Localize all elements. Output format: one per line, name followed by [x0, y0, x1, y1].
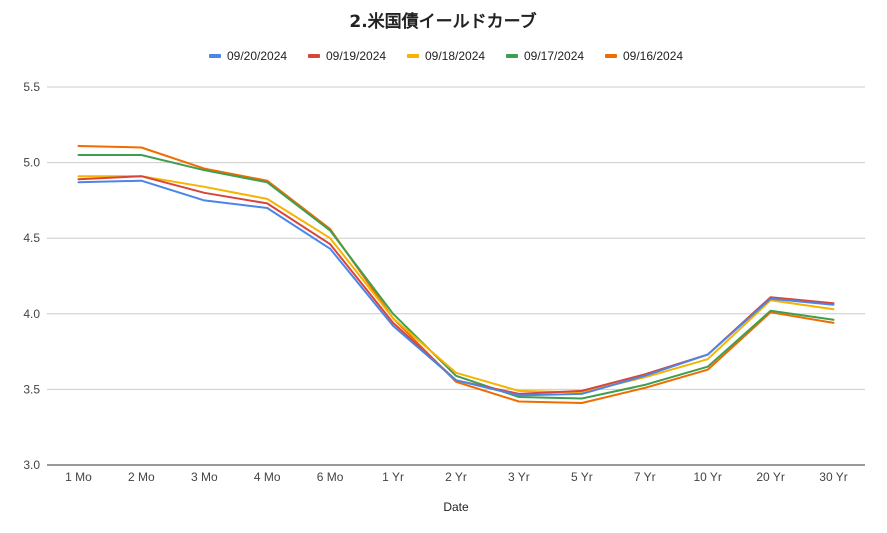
y-axis-ticks: 3.0 3.5 4.0 4.5 5.0 5.5 [23, 80, 40, 472]
legend-swatch [605, 54, 617, 58]
x-tick-label: 20 Yr [756, 470, 784, 484]
x-tick-label: 1 Mo [65, 470, 92, 484]
y-tick-label: 3.5 [23, 382, 40, 396]
series-line [77, 175, 835, 395]
x-axis-ticks: 1 Mo 2 Mo 3 Mo 4 Mo 6 Mo 1 Yr 2 Yr 3 Yr 5 Yr 7 Yr… [65, 470, 848, 484]
x-tick-label: 30 Yr [819, 470, 847, 484]
series-09-17-2024 [77, 154, 835, 400]
legend-item: 09/19/2024 [308, 49, 386, 63]
series-line [77, 179, 835, 397]
y-tick-label: 5.5 [23, 80, 40, 94]
legend-label: 09/19/2024 [326, 49, 386, 63]
x-tick-label: 1 Yr [382, 470, 404, 484]
series-09-19-2024 [77, 175, 835, 395]
legend-swatch [407, 54, 419, 58]
chart-legend: 09/20/2024 09/19/2024 09/18/2024 09/17/2024… [209, 49, 683, 63]
x-tick-label: 3 Mo [191, 470, 218, 484]
legend-label: 09/17/2024 [524, 49, 584, 63]
y-tick-label: 3.0 [23, 458, 40, 472]
x-tick-label: 6 Mo [317, 470, 344, 484]
x-tick-label: 5 Yr [571, 470, 593, 484]
series-09-16-2024 [77, 145, 835, 404]
legend-item: 09/18/2024 [407, 49, 485, 63]
series-line [77, 154, 835, 400]
chart-title: 2.米国債イールドカーブ [349, 11, 536, 32]
legend-item: 09/17/2024 [506, 49, 584, 63]
x-tick-label: 10 Yr [693, 470, 721, 484]
y-tick-label: 4.5 [23, 231, 40, 245]
series-09-18-2024 [77, 175, 835, 394]
x-tick-label: 4 Mo [254, 470, 281, 484]
series-lines [77, 145, 835, 404]
legend-label: 09/18/2024 [425, 49, 485, 63]
x-tick-label: 2 Mo [128, 470, 155, 484]
x-tick-label: 2 Yr [445, 470, 467, 484]
series-line [77, 175, 835, 394]
grid-lines [47, 86, 865, 466]
legend-swatch [209, 54, 221, 58]
x-axis-label: Date [443, 500, 469, 514]
x-tick-label: 7 Yr [634, 470, 656, 484]
legend-label: 09/20/2024 [227, 49, 287, 63]
y-tick-label: 5.0 [23, 156, 40, 170]
legend-label: 09/16/2024 [623, 49, 683, 63]
legend-item: 09/20/2024 [209, 49, 287, 63]
legend-swatch [506, 54, 518, 58]
series-09-20-2024 [77, 179, 835, 397]
x-tick-label: 3 Yr [508, 470, 530, 484]
legend-swatch [308, 54, 320, 58]
legend-item: 09/16/2024 [605, 49, 683, 63]
y-tick-label: 4.0 [23, 307, 40, 321]
